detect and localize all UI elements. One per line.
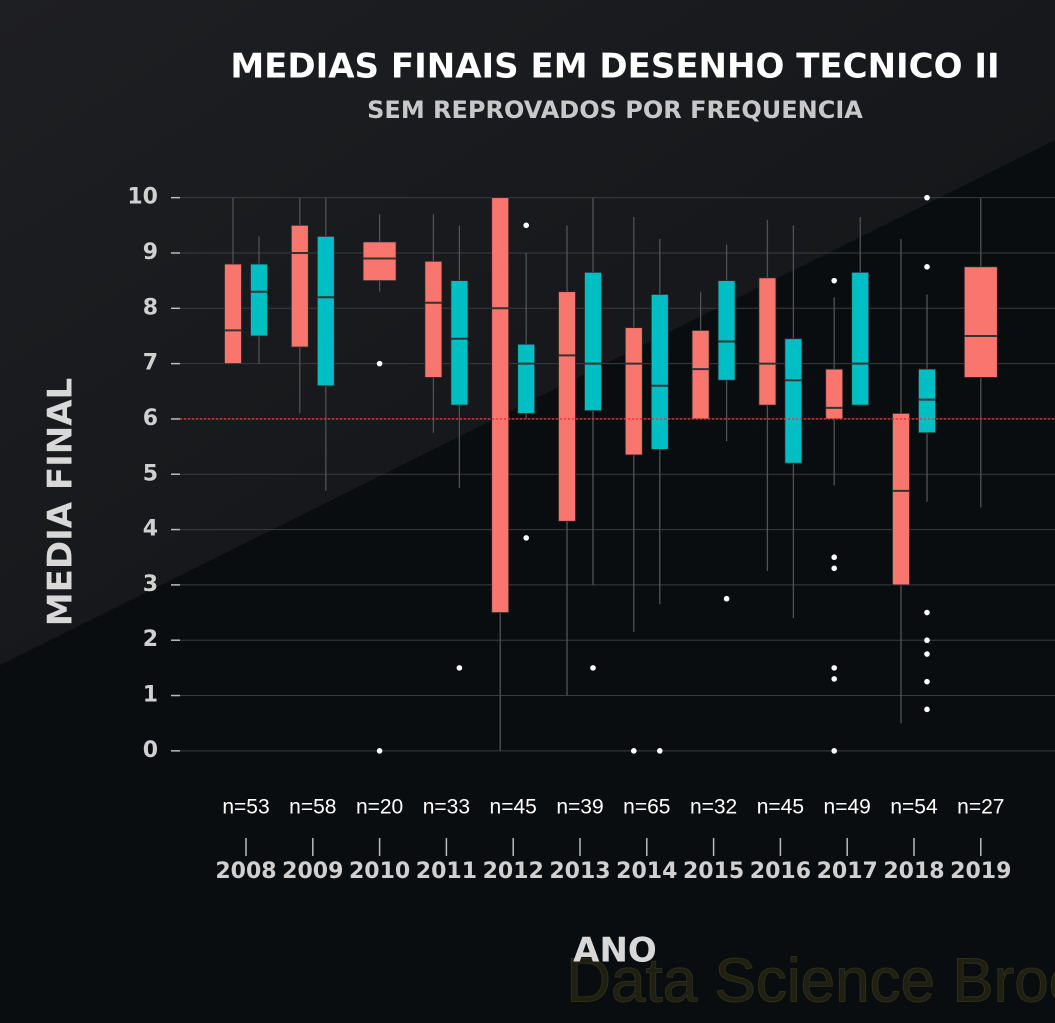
outlier bbox=[523, 535, 529, 541]
count-label: n=58 bbox=[289, 796, 336, 819]
box bbox=[316, 235, 335, 387]
y-tick-label: 8 bbox=[143, 295, 158, 320]
x-tick-label: 2016 bbox=[750, 859, 811, 884]
box bbox=[624, 327, 643, 456]
outlier bbox=[456, 665, 463, 671]
outlier bbox=[831, 277, 837, 284]
box bbox=[758, 277, 777, 406]
box bbox=[717, 280, 736, 381]
box bbox=[918, 368, 936, 434]
y-tick-label: 3 bbox=[143, 572, 158, 597]
count-label: n=53 bbox=[222, 796, 269, 819]
box bbox=[424, 260, 443, 378]
box bbox=[851, 271, 870, 406]
box bbox=[517, 343, 536, 414]
outlier bbox=[924, 264, 930, 270]
x-tick-label: 2019 bbox=[950, 859, 1011, 884]
box bbox=[825, 368, 844, 420]
x-tick-label: 2014 bbox=[616, 859, 677, 884]
y-tick-label: 4 bbox=[143, 517, 158, 542]
x-tick-label: 2011 bbox=[416, 859, 477, 884]
outlier bbox=[590, 665, 596, 671]
x-tick-label: 2009 bbox=[282, 859, 343, 884]
x-tick-label: 2010 bbox=[349, 859, 410, 884]
background-band bbox=[0, 0, 1055, 665]
count-label: n=54 bbox=[890, 796, 938, 819]
count-label: n=32 bbox=[690, 796, 737, 819]
count-label: n=49 bbox=[824, 796, 871, 819]
outlier bbox=[723, 595, 730, 602]
y-tick-label: 1 bbox=[143, 683, 158, 708]
outlier bbox=[657, 748, 663, 754]
y-tick-label: 2 bbox=[143, 627, 158, 652]
box bbox=[691, 330, 710, 420]
outlier bbox=[376, 748, 383, 754]
box bbox=[290, 224, 309, 348]
box bbox=[450, 280, 469, 406]
outlier bbox=[924, 706, 930, 713]
y-tick-label: 9 bbox=[143, 240, 158, 265]
box bbox=[963, 266, 998, 378]
outlier bbox=[924, 637, 930, 644]
x-tick-label: 2008 bbox=[215, 859, 276, 884]
y-tick-label: 6 bbox=[143, 406, 158, 431]
box bbox=[650, 294, 669, 450]
box bbox=[362, 241, 397, 282]
count-label: n=45 bbox=[757, 796, 804, 819]
box bbox=[892, 413, 910, 586]
outlier bbox=[831, 748, 837, 754]
x-tick-label: 2018 bbox=[883, 859, 944, 884]
outlier bbox=[831, 676, 837, 682]
x-tick-label: 2017 bbox=[817, 859, 878, 884]
outlier bbox=[831, 665, 837, 671]
count-label: n=39 bbox=[556, 796, 603, 819]
box bbox=[784, 338, 803, 464]
count-label: n=65 bbox=[623, 796, 670, 819]
box bbox=[491, 197, 510, 613]
count-label: n=33 bbox=[423, 796, 470, 819]
box bbox=[224, 263, 242, 365]
outlier bbox=[924, 651, 930, 657]
outlier bbox=[376, 360, 383, 367]
x-tick-label: 2015 bbox=[683, 859, 744, 884]
outlier bbox=[924, 678, 930, 685]
y-tick-label: 0 bbox=[143, 738, 158, 763]
box bbox=[250, 263, 268, 337]
count-label: n=27 bbox=[957, 796, 1004, 819]
outlier bbox=[523, 222, 529, 229]
y-tick-label: 10 bbox=[127, 185, 158, 210]
outlier bbox=[924, 194, 930, 201]
y-tick-label: 5 bbox=[143, 461, 158, 486]
outlier bbox=[831, 554, 837, 561]
outlier bbox=[831, 565, 837, 572]
count-label: n=45 bbox=[490, 796, 537, 819]
y-tick-label: 7 bbox=[143, 351, 158, 376]
count-label: n=20 bbox=[356, 796, 403, 819]
outlier bbox=[924, 609, 930, 616]
box bbox=[558, 291, 576, 522]
y-axis-label: MEDIA FINAL bbox=[41, 378, 81, 626]
x-tick-label: 2013 bbox=[549, 859, 610, 884]
x-axis-label: ANO bbox=[573, 931, 657, 971]
watermark: Data Science Broon bbox=[566, 946, 1055, 1015]
chart-subtitle: SEM REPROVADOS POR FREQUENCIA bbox=[367, 96, 863, 124]
chart-title: MEDIAS FINAIS EM DESENHO TECNICO II bbox=[230, 47, 999, 87]
x-tick-label: 2012 bbox=[483, 859, 544, 884]
outlier bbox=[631, 748, 637, 754]
box bbox=[584, 271, 602, 412]
